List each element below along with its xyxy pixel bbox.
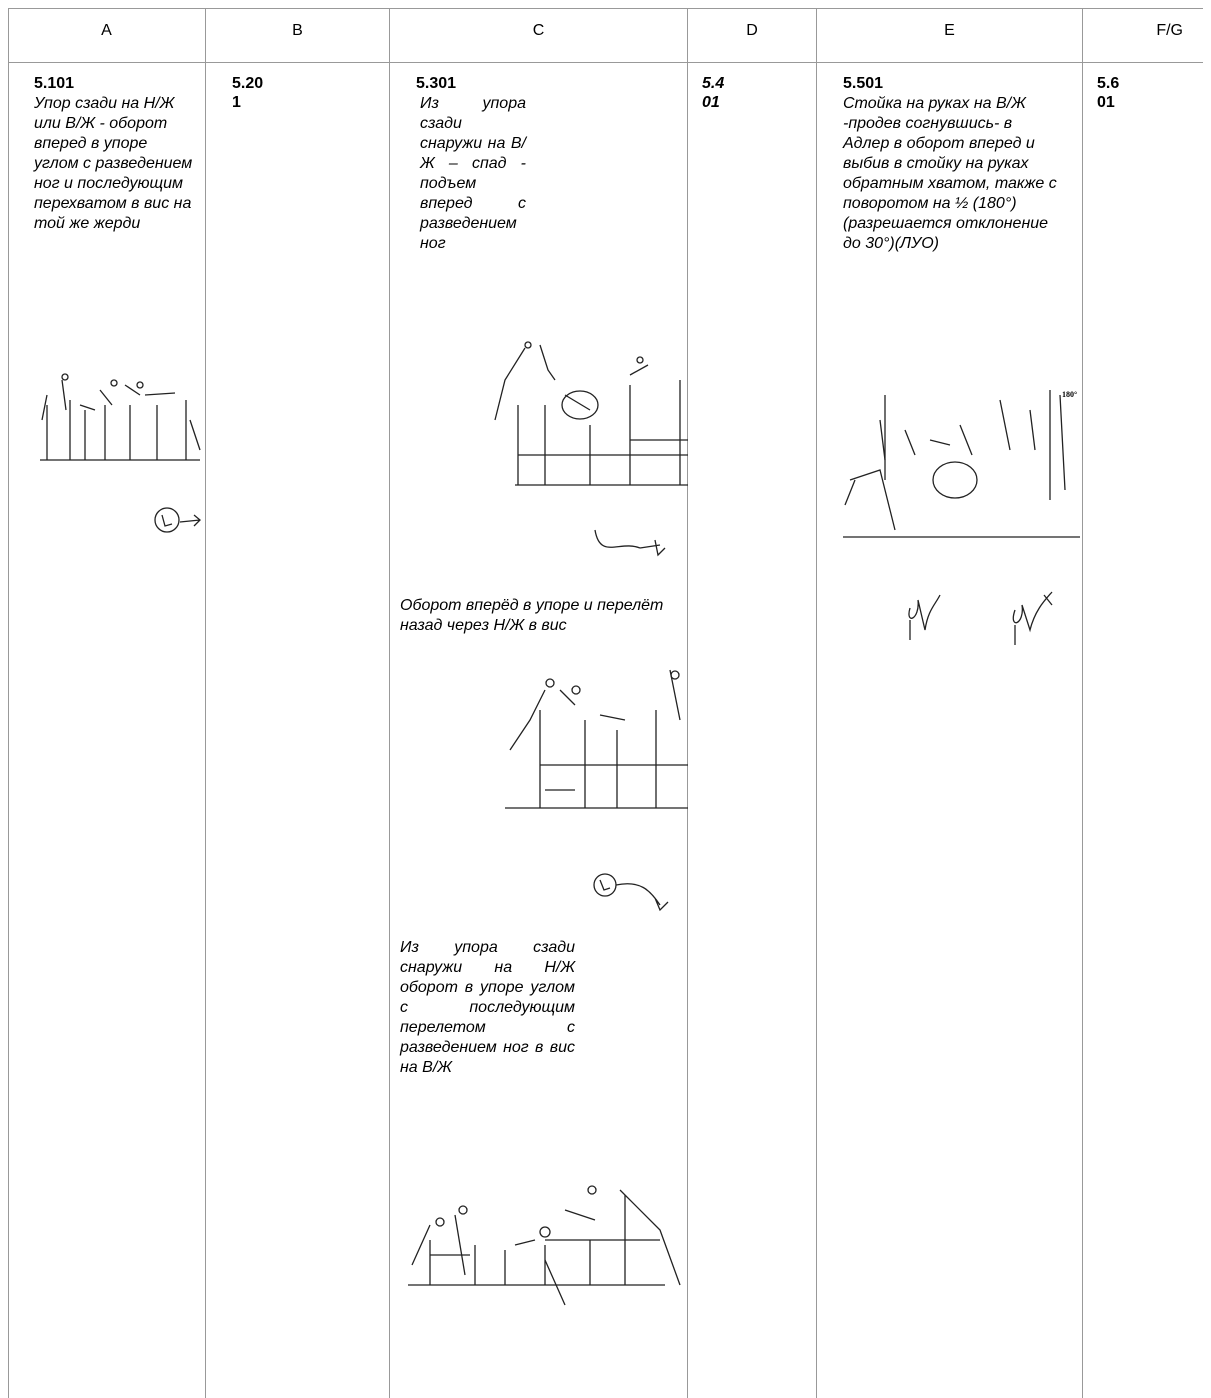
- element-text: Из упора сзади снаружи на В/Ж – спад - п…: [420, 95, 526, 252]
- column-cell: [817, 62, 1083, 1398]
- header-cell: B: [206, 8, 390, 62]
- column-cell: [688, 62, 817, 1398]
- element-code: 5.6 01: [1097, 74, 1119, 112]
- code-line: 1: [232, 94, 241, 111]
- element-text: Оборот вперёд в упоре и перелёт назад че…: [400, 597, 664, 634]
- element-text: Упор сзади на Н/Ж или В/Ж - оборот впере…: [34, 95, 193, 232]
- element-code: 5.20 1: [232, 74, 263, 112]
- code-line: 5.6: [1097, 75, 1120, 92]
- header-cell: E: [817, 8, 1083, 62]
- element-code: 5.101: [34, 74, 74, 93]
- header-cell: A: [8, 8, 206, 62]
- code-line: 5.101: [34, 75, 75, 92]
- element-text: Стойка на руках на В/Ж -продев согнувшис…: [843, 95, 1057, 252]
- header-cell: C: [390, 8, 688, 62]
- element-code: 5.301: [416, 74, 456, 93]
- element-code: 5.4 01: [702, 74, 724, 112]
- table-frame: [8, 8, 1203, 1398]
- figure-label: 180°: [1062, 390, 1078, 399]
- code-line: 01: [702, 94, 720, 111]
- row-divider: [8, 62, 1203, 63]
- column-cell: [206, 62, 390, 1398]
- code-line: 5.4: [702, 75, 725, 92]
- column-cell: [8, 62, 206, 1398]
- code-line: 5.501: [843, 75, 884, 92]
- code-line: 5.301: [416, 75, 457, 92]
- code-line: 5.20: [232, 75, 264, 92]
- header-cell: D: [688, 8, 817, 62]
- header-cell: F/G: [1156, 22, 1183, 39]
- code-line: 01: [1097, 94, 1115, 111]
- element-code: 5.501: [843, 74, 883, 93]
- column-cell: [390, 62, 688, 1398]
- element-text: Из упора сзади снаружи на Н/Ж оборот в у…: [400, 939, 575, 1076]
